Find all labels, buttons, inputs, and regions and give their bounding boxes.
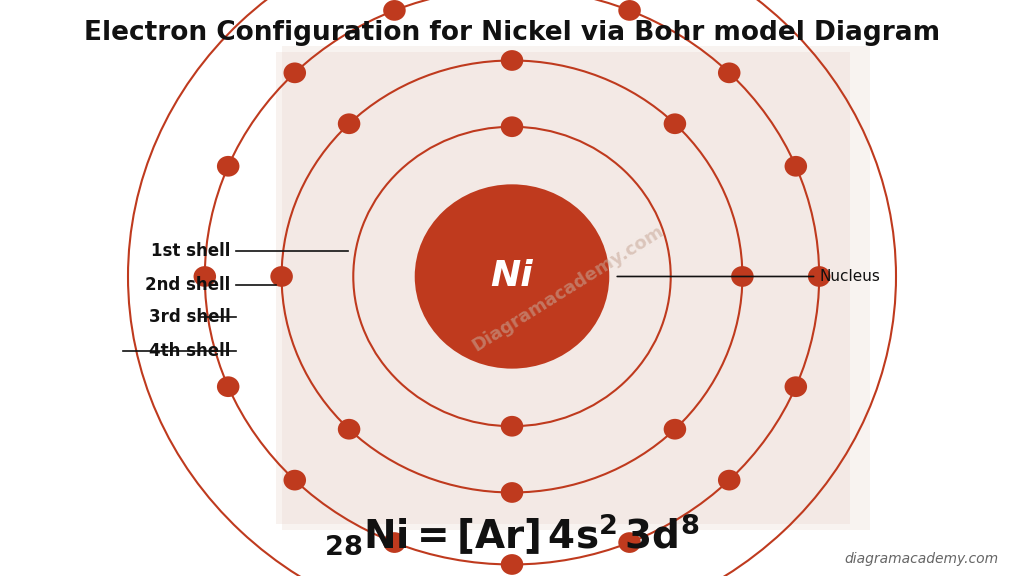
Bar [282,46,870,530]
Ellipse shape [618,532,641,553]
Ellipse shape [194,266,216,287]
Text: Ni: Ni [490,259,534,294]
Ellipse shape [718,62,740,83]
Text: Diagramacademy.com: Diagramacademy.com [469,221,668,355]
Ellipse shape [618,0,641,21]
Ellipse shape [501,50,523,71]
Ellipse shape [501,416,523,437]
Ellipse shape [270,266,293,287]
Text: diagramacademy.com: diagramacademy.com [844,552,998,566]
Ellipse shape [664,419,686,439]
Ellipse shape [501,554,523,575]
Ellipse shape [338,419,360,439]
Ellipse shape [718,470,740,491]
Ellipse shape [784,376,807,397]
Ellipse shape [217,156,240,177]
Ellipse shape [784,156,807,177]
Ellipse shape [338,113,360,134]
Ellipse shape [284,470,306,491]
Ellipse shape [415,184,609,369]
Ellipse shape [501,482,523,503]
Ellipse shape [284,62,306,83]
Ellipse shape [731,266,754,287]
Ellipse shape [501,116,523,137]
Text: Nucleus: Nucleus [617,269,880,284]
Ellipse shape [383,0,406,21]
Ellipse shape [664,113,686,134]
Text: 3rd shell: 3rd shell [148,308,230,326]
Ellipse shape [217,376,240,397]
Text: Electron Configuration for Nickel via Bohr model Diagram: Electron Configuration for Nickel via Bo… [84,20,940,46]
Text: 1st shell: 1st shell [151,241,230,260]
Ellipse shape [808,266,830,287]
FancyBboxPatch shape [276,52,850,524]
Text: 2nd shell: 2nd shell [145,276,230,294]
Text: 4th shell: 4th shell [150,342,230,361]
Text: $\mathbf{{}_{28}Ni = [Ar]\,4s^{2}\,3d^{8}}$: $\mathbf{{}_{28}Ni = [Ar]\,4s^{2}\,3d^{8… [325,511,699,556]
Ellipse shape [383,532,406,553]
